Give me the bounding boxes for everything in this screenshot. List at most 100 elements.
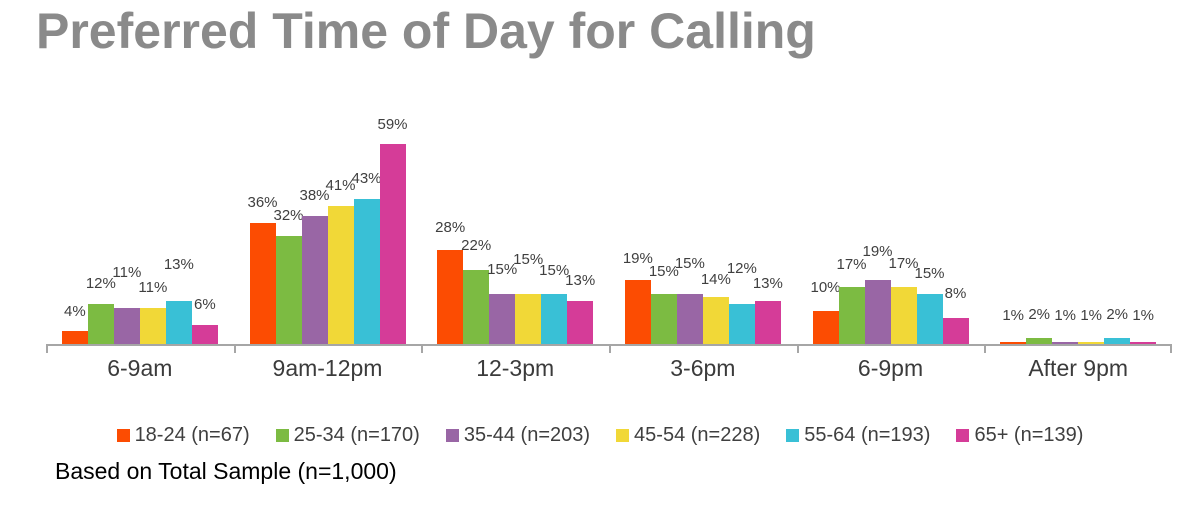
bar-slot: 1% [1078, 110, 1105, 345]
bar-slot: 22% [461, 110, 492, 345]
bar-slot: 2% [1026, 110, 1053, 345]
bar-value-label: 15% [914, 265, 945, 283]
bar-value-label: 41% [325, 176, 356, 194]
bar [437, 249, 464, 345]
legend-label: 55-64 (n=193) [804, 424, 931, 446]
bar-cluster: 36% 32% 38% 41% 43% 59% [247, 110, 408, 345]
bar [1104, 338, 1131, 345]
legend-item: 55-64 (n=193) [786, 424, 930, 447]
bar-value-label: 17% [836, 256, 867, 274]
bar [113, 307, 140, 345]
bar-group: 19% 15% 15% 14% 12% 13% 3-6pm [609, 110, 797, 381]
bar-slot: 17% [888, 110, 919, 345]
bar-value-label: 32% [273, 207, 304, 225]
bar [838, 287, 865, 345]
bar-value-label: 22% [461, 237, 492, 255]
legend-swatch [445, 429, 459, 442]
legend-item: 45-54 (n=228) [616, 424, 760, 447]
axis-tick [421, 346, 424, 353]
category-label: 6-9pm [857, 355, 924, 381]
bar-group: 28% 22% 15% 15% 15% 13% 12-3pm [421, 110, 609, 381]
bar-value-label: 15% [487, 261, 518, 279]
bar-value-label: 10% [810, 279, 841, 297]
bar [1026, 338, 1053, 345]
bar-value-label: 59% [377, 115, 408, 133]
bar-slot: 15% [513, 110, 543, 345]
bar-value-label: 15% [674, 255, 705, 273]
bar [301, 215, 328, 345]
bar-slot: 59% [377, 110, 408, 345]
axis-tick [46, 346, 48, 353]
bar-chart-plot: 4% 12% 11% 11% 13% 6% 6-9am 36% 32% 38% 41% 43% 59% 9… [46, 110, 1172, 381]
bar-slot: 1% [1052, 110, 1079, 345]
bar-value-label: 36% [247, 193, 278, 211]
bar-slot: 1% [1000, 110, 1027, 345]
legend: 18-24 (n=67) 25-34 (n=170) 35-44 (n=203) 45… [0, 424, 1200, 447]
bar-value-label: 19% [862, 242, 893, 260]
bar-value-label: 13% [752, 275, 783, 293]
bar [489, 294, 516, 345]
bar [87, 304, 114, 345]
bar-slot: 36% [247, 110, 278, 345]
bar-slot: 43% [351, 110, 382, 345]
bar [754, 300, 781, 345]
bar-cluster: 19% 15% 15% 14% 12% 13% [623, 110, 783, 345]
bar-slot: 12% [726, 110, 757, 345]
legend-label: 25-34 (n=170) [293, 424, 420, 446]
chart-title: Preferred Time of Day for Calling [36, 3, 816, 59]
bar-value-label: 1% [1080, 306, 1103, 324]
bar-value-label: 1% [1002, 306, 1025, 324]
bar-value-label: 11% [112, 263, 142, 281]
x-axis-line [46, 344, 1172, 346]
bar-value-label: 12% [726, 260, 757, 278]
legend-item: 35-44 (n=203) [445, 424, 591, 447]
bar-slot: 41% [325, 110, 356, 345]
bar-slot: 13% [565, 110, 595, 345]
bar [864, 280, 891, 345]
bar-slot: 28% [435, 110, 465, 345]
legend-label: 65+ (n=139) [974, 424, 1084, 446]
footnote: Based on Total Sample (n=1,000) [55, 458, 397, 484]
bar-groups-container: 4% 12% 11% 11% 13% 6% 6-9am 36% 32% 38% 41% 43% 59% 9… [46, 110, 1172, 381]
bar-slot: 19% [862, 110, 893, 345]
bar [327, 205, 354, 345]
bar [1078, 341, 1105, 345]
bar [567, 300, 594, 345]
bar-slot: 19% [623, 110, 653, 345]
bar [61, 331, 88, 345]
bar-slot: 10% [810, 110, 841, 345]
bar [890, 287, 917, 345]
bar-slot: 12% [86, 110, 116, 345]
category-label: 3-6pm [670, 355, 736, 381]
bar-value-label: 2% [1028, 306, 1051, 324]
legend-label: 45-54 (n=228) [634, 424, 761, 446]
bar [1000, 341, 1027, 345]
bar-slot: 15% [914, 110, 945, 345]
bar-value-label: 43% [351, 170, 382, 188]
bar-slot: 15% [487, 110, 518, 345]
bar-value-label: 11% [138, 278, 168, 296]
bar-slot: 2% [1104, 110, 1131, 345]
legend-item: 18-24 (n=67) [116, 424, 250, 447]
legend-label: 35-44 (n=203) [463, 424, 591, 446]
bar [275, 236, 302, 345]
bar-slot: 13% [164, 110, 194, 345]
bar-value-label: 2% [1106, 306, 1129, 324]
bar [1130, 341, 1157, 345]
bar-slot: 11% [112, 110, 142, 345]
axis-tick [984, 346, 987, 353]
axis-tick [609, 346, 612, 353]
bar-value-label: 17% [888, 255, 919, 273]
bar-group: 10% 17% 19% 17% 15% 8% 6-9pm [796, 110, 985, 381]
bar [702, 297, 729, 345]
axis-tick [1170, 346, 1172, 353]
category-label: 9am-12pm [272, 355, 383, 381]
bar-group: 1% 2% 1% 1% 2% 1% After 9pm [984, 110, 1172, 381]
bar-value-label: 8% [944, 285, 967, 303]
bar-value-label: 15% [539, 262, 570, 280]
bar-cluster: 1% 2% 1% 1% 2% 1% [1000, 110, 1157, 345]
legend-label: 18-24 (n=67) [134, 424, 250, 446]
bar-slot: 15% [674, 110, 705, 345]
bar-value-label: 6% [193, 295, 216, 313]
